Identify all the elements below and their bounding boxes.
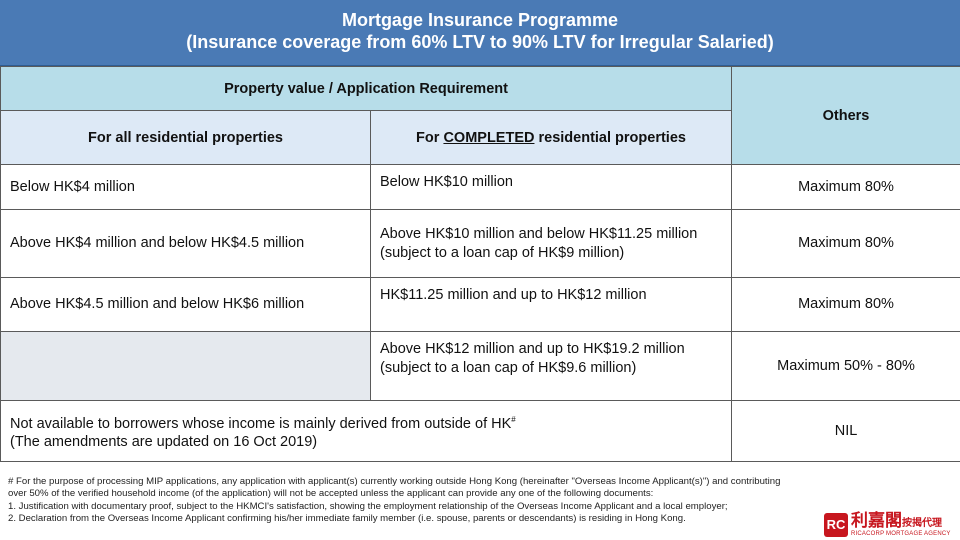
completed-line-1: Above HK$10 million and below HK$11.25 m… bbox=[380, 225, 698, 242]
others-cell: Maximum 80% bbox=[731, 209, 960, 278]
others-cell: Maximum 80% bbox=[731, 164, 960, 210]
footnote-line-3: 1. Justification with documentary proof,… bbox=[8, 500, 728, 512]
footnote-line-2: over 50% of the verified household incom… bbox=[8, 488, 654, 500]
requirements-table: Property value / Application Requirement… bbox=[0, 66, 960, 462]
not-available-line-2: (The amendments are updated on 16 Oct 20… bbox=[10, 434, 318, 451]
logo-english: RICACORP MORTGAGE AGENCY bbox=[851, 530, 951, 537]
not-available-cell: Not available to borrowers whose income … bbox=[0, 400, 733, 462]
others-header: Others bbox=[731, 66, 960, 165]
logo-cn-suffix: 按揭代理 bbox=[902, 517, 942, 529]
all-residential-header: For all residential properties bbox=[0, 110, 371, 165]
property-requirement-header: Property value / Application Requirement bbox=[0, 66, 733, 111]
completed-cell: HK$11.25 million and up to HK$12 million bbox=[369, 277, 733, 332]
table-row: Above HK$4.5 million and below HK$6 mill… bbox=[0, 277, 960, 332]
not-available-line-1: Not available to borrowers whose income … bbox=[10, 415, 512, 432]
completed-residential-header: For COMPLETED residential properties bbox=[369, 110, 733, 165]
logo-text: 利嘉閣按揭代理 RICACORP MORTGAGE AGENCY bbox=[851, 510, 951, 537]
header-row-2: For all residential properties For COMPL… bbox=[0, 110, 960, 165]
footnote-line-1: # For the purpose of processing MIP appl… bbox=[8, 476, 781, 487]
completed-prefix: For bbox=[416, 129, 444, 146]
completed-line-2: (subject to a loan cap of HK$9.6 million… bbox=[380, 360, 637, 376]
title-line-2: (Insurance coverage from 60% LTV to 90% … bbox=[186, 32, 774, 52]
not-available-row: Not available to borrowers whose income … bbox=[0, 400, 960, 462]
completed-line-1: Below HK$10 million bbox=[380, 174, 513, 190]
completed-cell: Below HK$10 million bbox=[369, 164, 733, 210]
others-cell: Maximum 80% bbox=[731, 277, 960, 332]
logo-mark: RC bbox=[824, 512, 848, 537]
table-row: Below HK$4 million Below HK$10 million M… bbox=[0, 164, 960, 210]
footnote-line-4: 2. Declaration from the Overseas Income … bbox=[8, 513, 686, 525]
empty-cell bbox=[0, 331, 371, 401]
all-residential-cell: Above HK$4.5 million and below HK$6 mill… bbox=[0, 277, 371, 332]
nil-cell: NIL bbox=[731, 400, 960, 462]
ricacorp-logo: RC 利嘉閣按揭代理 RICACORP MORTGAGE AGENCY bbox=[824, 511, 952, 538]
completed-cell: Above HK$10 million and below HK$11.25 m… bbox=[369, 209, 733, 278]
footnote: # For the purpose of processing MIP appl… bbox=[8, 476, 953, 526]
all-residential-cell: Above HK$4 million and below HK$4.5 mill… bbox=[0, 209, 371, 278]
all-residential-cell: Below HK$4 million bbox=[0, 164, 371, 210]
logo-chinese: 利嘉閣按揭代理 bbox=[851, 510, 951, 531]
table-row: Above HK$12 million and up to HK$19.2 mi… bbox=[0, 331, 960, 401]
completed-line-2: (subject to a loan cap of HK$9 million) bbox=[380, 244, 625, 261]
completed-suffix: residential properties bbox=[534, 129, 686, 146]
title-banner: Mortgage Insurance Programme (Insurance … bbox=[0, 0, 960, 66]
logo-cn-name: 利嘉閣 bbox=[851, 510, 902, 531]
title-line-1: Mortgage Insurance Programme bbox=[341, 10, 619, 30]
completed-word: COMPLETED bbox=[443, 129, 535, 146]
header-row-1: Property value / Application Requirement… bbox=[0, 66, 960, 165]
completed-line-1: HK$11.25 million and up to HK$12 million bbox=[380, 287, 647, 303]
completed-cell: Above HK$12 million and up to HK$19.2 mi… bbox=[369, 331, 733, 401]
hash-mark: # bbox=[511, 414, 516, 424]
table-row: Above HK$4 million and below HK$4.5 mill… bbox=[0, 209, 960, 278]
completed-line-1: Above HK$12 million and up to HK$19.2 mi… bbox=[380, 341, 685, 357]
others-cell: Maximum 50% - 80% bbox=[731, 331, 960, 401]
